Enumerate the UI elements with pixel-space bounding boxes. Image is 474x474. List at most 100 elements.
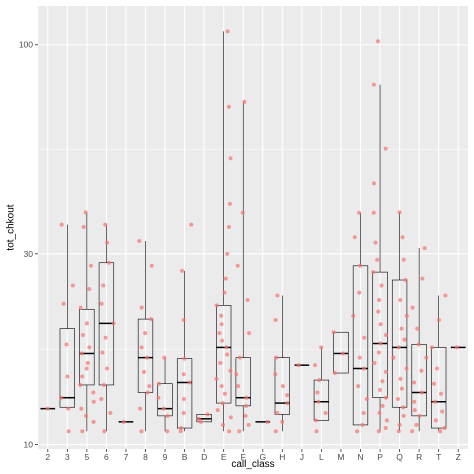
data-point: [275, 410, 280, 415]
data-point: [237, 429, 242, 434]
data-point: [404, 313, 409, 318]
data-point: [187, 380, 192, 385]
data-point: [84, 366, 89, 371]
data-point: [400, 235, 405, 240]
data-point: [165, 413, 170, 418]
data-point: [165, 429, 170, 434]
x-tick-label: 2: [45, 452, 50, 462]
data-point: [139, 345, 144, 350]
box-iqr: [391, 279, 408, 408]
data-point: [196, 416, 201, 421]
data-point: [224, 345, 229, 350]
data-point: [376, 309, 381, 314]
data-point: [391, 355, 396, 360]
data-point: [384, 418, 389, 423]
data-point: [371, 270, 376, 275]
data-point: [121, 419, 126, 424]
data-point: [380, 379, 385, 384]
data-point: [91, 399, 96, 404]
data-point: [440, 409, 445, 414]
data-point: [443, 293, 448, 298]
data-point: [316, 399, 321, 404]
data-point: [142, 369, 147, 374]
data-point: [244, 395, 249, 400]
data-point: [285, 393, 290, 398]
data-point: [181, 397, 186, 402]
data-point: [225, 352, 230, 357]
data-point: [228, 415, 233, 420]
box-Q: [391, 212, 408, 432]
data-point: [378, 341, 383, 346]
data-point: [100, 350, 105, 355]
data-point: [415, 326, 420, 331]
data-point: [438, 391, 443, 396]
data-point: [376, 350, 381, 355]
data-point: [399, 326, 404, 331]
data-point: [87, 286, 92, 291]
data-point: [454, 345, 459, 350]
data-point: [105, 366, 110, 371]
data-point: [66, 406, 71, 411]
data-point: [373, 240, 378, 245]
data-point: [280, 419, 285, 424]
data-point: [375, 257, 380, 262]
data-point: [438, 429, 443, 434]
data-point: [273, 372, 278, 377]
data-point: [442, 426, 447, 431]
data-point: [401, 413, 406, 418]
data-point: [157, 381, 162, 386]
data-point: [432, 381, 437, 386]
data-point: [235, 263, 240, 268]
data-point: [88, 263, 93, 268]
data-point: [139, 429, 144, 434]
data-point: [384, 395, 389, 400]
data-point: [162, 355, 167, 360]
x-tick-label: 5: [84, 452, 89, 462]
data-point: [380, 403, 385, 408]
data-point: [237, 355, 242, 360]
data-point: [313, 363, 318, 368]
y-tick-label: 30: [24, 249, 34, 259]
x-tick-label: Z: [456, 452, 461, 462]
data-point: [145, 355, 150, 360]
data-point: [80, 374, 85, 379]
data-point: [414, 422, 419, 427]
data-point: [243, 413, 248, 418]
data-point: [397, 422, 402, 427]
data-point: [84, 321, 89, 326]
data-point: [80, 332, 85, 337]
data-point: [375, 39, 380, 44]
data-point: [357, 355, 362, 360]
data-point: [59, 222, 64, 227]
data-point: [379, 283, 384, 288]
data-point: [182, 356, 187, 361]
data-point: [419, 390, 424, 395]
data-point: [432, 399, 437, 404]
box-F: [235, 101, 251, 432]
data-point: [364, 397, 369, 402]
plot-panel: [38, 6, 468, 449]
data-point: [331, 330, 336, 335]
y-tick-label: 100: [19, 40, 33, 50]
x-tick-label: 6: [104, 452, 109, 462]
data-point: [227, 429, 232, 434]
data-point: [137, 238, 142, 243]
data-point: [433, 418, 438, 423]
x-tick-label: L: [319, 452, 324, 462]
data-point: [265, 419, 270, 424]
data-point: [435, 366, 440, 371]
box-iqr: [235, 357, 251, 407]
data-point: [221, 422, 226, 427]
data-point: [378, 322, 383, 327]
data-point: [401, 257, 406, 262]
data-point: [226, 104, 231, 109]
data-point: [214, 376, 219, 381]
data-point: [179, 426, 184, 431]
data-point: [398, 297, 403, 302]
data-point: [319, 345, 324, 350]
box-iqr: [157, 383, 173, 417]
x-tick-label: 9: [163, 452, 168, 462]
data-point: [402, 337, 407, 342]
data-point: [145, 390, 150, 395]
data-point: [436, 317, 441, 322]
